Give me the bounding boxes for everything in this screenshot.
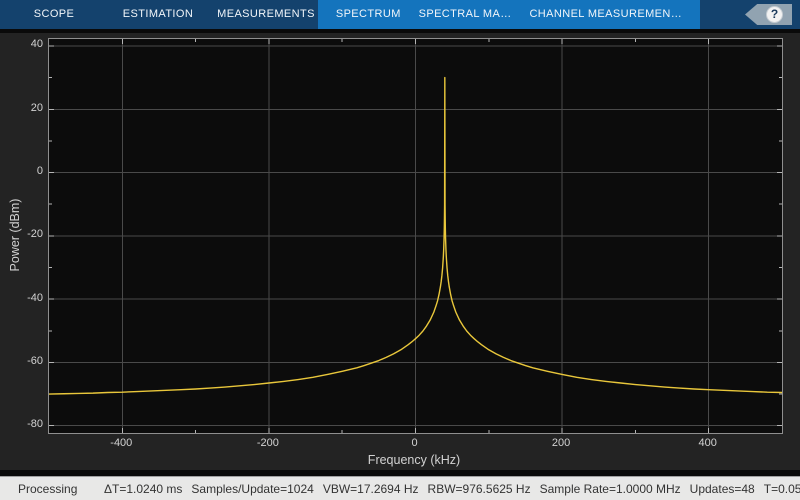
toolbar-contextual-tabs: SPECTRUM SPECTRAL MA… CHANNEL MEASUREMEN… xyxy=(318,0,700,29)
tab-scope[interactable]: SCOPE xyxy=(33,8,75,20)
status-stat-item: Sample Rate=1.0000 MHz xyxy=(539,481,681,496)
status-stat-item: VBW=17.2694 Hz xyxy=(322,481,419,496)
tab-spectral-ma[interactable]: SPECTRAL MA… xyxy=(418,8,512,20)
tab-measurements[interactable]: MEASUREMENTS xyxy=(217,8,315,20)
toolstrip: SCOPE ESTIMATION MEASUREMENTS SPECTRUM SPEC… xyxy=(0,0,800,29)
spectrum-plot-svg xyxy=(49,39,782,433)
tab-channel-measuremen[interactable]: CHANNEL MEASUREMEN… xyxy=(529,8,683,20)
status-stat-item: ΔT=1.0240 ms xyxy=(104,481,183,496)
status-bar: Processing ΔT=1.0240 ms Samples/Update=10… xyxy=(0,476,800,500)
status-state: Processing xyxy=(18,481,78,496)
status-stats: ΔT=1.0240 ms Samples/Update=1024 VBW=17.26… xyxy=(104,482,800,496)
gridlines xyxy=(49,39,782,433)
plot-area[interactable] xyxy=(48,38,783,434)
status-stat-item: T=0.0500 xyxy=(763,481,800,496)
status-stat-item: Samples/Update=1024 xyxy=(191,481,314,496)
help-icon: ? xyxy=(766,6,783,23)
toolbar-main-tabs: SCOPE ESTIMATION MEASUREMENTS xyxy=(0,0,318,29)
tab-estimation[interactable]: ESTIMATION xyxy=(122,8,194,20)
status-stat-item: Updates=48 xyxy=(689,481,755,496)
help-button[interactable]: ? xyxy=(745,4,792,25)
status-stat-item: RBW=976.5625 Hz xyxy=(427,481,531,496)
spectrum-trace xyxy=(49,76,782,395)
tick-marks xyxy=(49,39,782,433)
tab-spectrum[interactable]: SPECTRUM xyxy=(335,8,401,20)
